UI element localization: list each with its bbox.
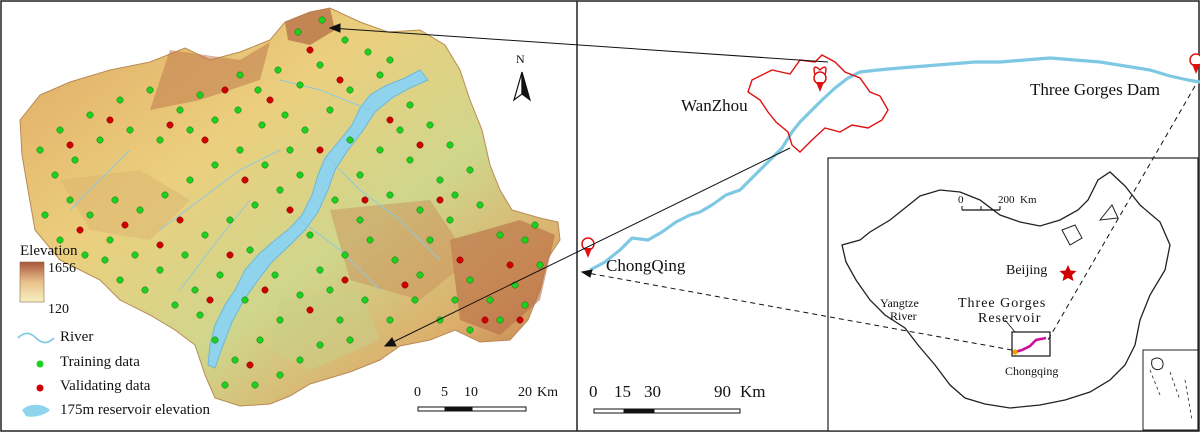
validating-points bbox=[66, 46, 524, 369]
scale-left-tick-2: 10 bbox=[464, 385, 478, 400]
label-yangtze-2: River bbox=[890, 309, 917, 323]
label-chongqing-mid: ChongQing bbox=[606, 256, 686, 275]
label-three-gorges-dam: Three Gorges Dam bbox=[1030, 80, 1160, 99]
river-legend-icon bbox=[17, 332, 55, 344]
scale-china-tick-0: 0 bbox=[958, 194, 964, 206]
reservoir-box bbox=[1011, 331, 1051, 357]
beijing-star-icon bbox=[1059, 265, 1077, 281]
scale-mid-tick-1: 15 bbox=[614, 382, 631, 401]
elevation-colorbar bbox=[19, 261, 45, 303]
china-outline bbox=[841, 171, 1171, 409]
legend-elevation-title: Elevation bbox=[20, 243, 78, 259]
scale-bar-mid bbox=[593, 408, 741, 414]
yangtze-river bbox=[589, 56, 1200, 272]
scale-left-unit: Km bbox=[537, 385, 558, 400]
chongqing-marker-icon bbox=[581, 237, 595, 258]
chongqing-dot-icon bbox=[1012, 349, 1018, 355]
scale-left-tick-3: 20 bbox=[518, 385, 532, 400]
legend-validating: Validating data bbox=[60, 378, 151, 394]
legend-reservoir: 175m reservoir elevation bbox=[60, 402, 210, 418]
label-chongqing-china: Chongqing bbox=[1005, 364, 1059, 378]
legend-training: Training data bbox=[60, 354, 140, 370]
north-arrow-label: N bbox=[516, 52, 525, 66]
zoom-lines bbox=[328, 23, 1196, 351]
wanzhou-marker-icon bbox=[813, 66, 827, 92]
legend-elevation-max: 1656 bbox=[48, 261, 76, 276]
validating-legend-icon bbox=[36, 384, 44, 392]
dam-marker-icon bbox=[1189, 53, 1200, 74]
scale-mid-tick-2: 30 bbox=[644, 382, 661, 401]
scale-china-tick-1: 200 bbox=[998, 194, 1015, 206]
scale-bar-china bbox=[961, 206, 1001, 211]
training-legend-icon bbox=[36, 360, 44, 368]
label-beijing: Beijing bbox=[1006, 263, 1048, 278]
scale-left-tick-0: 0 bbox=[414, 385, 421, 400]
scale-mid-tick-0: 0 bbox=[589, 382, 598, 401]
scale-bar-left bbox=[417, 406, 527, 412]
label-wanzhou: WanZhou bbox=[681, 96, 748, 115]
south-china-sea-box bbox=[1142, 349, 1199, 431]
scale-left-tick-1: 5 bbox=[441, 385, 448, 400]
tributaries bbox=[69, 79, 441, 291]
legend-river: River bbox=[60, 329, 94, 345]
reservoir-line-icon bbox=[1014, 336, 1047, 354]
scale-china-unit: Km bbox=[1020, 194, 1037, 206]
training-points bbox=[36, 16, 544, 389]
reservoir-legend-icon bbox=[22, 404, 50, 417]
china-inset-frame bbox=[827, 157, 1199, 432]
label-yangtze-1: Yangtze bbox=[880, 296, 919, 310]
scale-mid-tick-3: 90 bbox=[714, 382, 731, 401]
legend-elevation-min: 120 bbox=[48, 302, 69, 317]
label-tgr-2: Reservoir bbox=[978, 311, 1042, 326]
label-tgr-1: Three Gorges bbox=[958, 296, 1047, 311]
reservoir-left bbox=[207, 69, 429, 369]
scale-mid-unit: Km bbox=[740, 382, 766, 401]
north-arrow-icon bbox=[512, 71, 532, 102]
